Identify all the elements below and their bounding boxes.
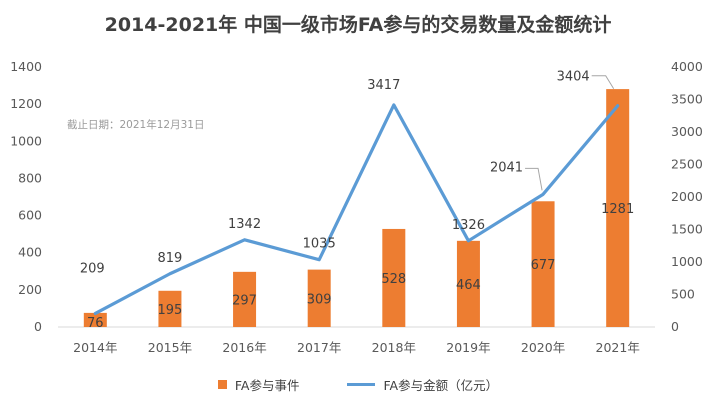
legend-line-label: FA参与金额（亿元） xyxy=(383,378,499,393)
x-axis-tick-label: 2014年 xyxy=(73,340,117,355)
left-axis-tick-label: 800 xyxy=(18,170,42,185)
bar xyxy=(83,312,107,327)
line-series-path xyxy=(93,103,620,316)
line-swatch xyxy=(347,383,376,386)
bar-value-label: 195 xyxy=(158,303,183,318)
line-value-label: 3404 xyxy=(557,70,590,85)
right-axis-tick-label: 3500 xyxy=(671,92,703,107)
bar-value-label: 1281 xyxy=(601,202,634,217)
x-axis-tick-label: 2018年 xyxy=(372,340,416,355)
line-value-label: 2041 xyxy=(490,160,523,175)
line-series xyxy=(93,103,620,316)
right-axis-tick-label: 1500 xyxy=(671,222,703,237)
x-axis-tick-label: 2019年 xyxy=(446,340,490,355)
right-axis-tick-label: 0 xyxy=(671,319,679,334)
bar xyxy=(382,228,406,327)
bar xyxy=(531,201,555,327)
legend-bar-label: FA参与事件 xyxy=(234,378,300,393)
bar xyxy=(606,89,630,327)
x-axis-tick-label: 2020年 xyxy=(521,340,565,355)
legend-item-bar: FA参与事件 xyxy=(217,375,300,394)
axes: 0 200 400 600 800 1000 1200 1400 0 500 1000 1500 200… xyxy=(10,59,703,355)
bar xyxy=(158,290,182,327)
left-axis-tick-label: 1400 xyxy=(10,59,42,74)
bar-value-label: 309 xyxy=(307,292,332,307)
x-axis-tick-label: 2016年 xyxy=(222,340,266,355)
line-value-label: 819 xyxy=(158,251,183,266)
chart-title: 2014-2021年 中国一级市场FA参与的交易数量及金额统计 xyxy=(104,14,612,36)
left-axis-tick-label: 1200 xyxy=(10,96,42,111)
left-axis-tick-label: 1000 xyxy=(10,133,42,148)
line-value-label: 3417 xyxy=(367,78,400,93)
bar xyxy=(233,271,257,327)
right-axis-tick-label: 2500 xyxy=(671,157,703,172)
bar xyxy=(307,269,331,327)
bar-value-label: 297 xyxy=(232,293,257,308)
leader-line xyxy=(591,75,615,90)
line-value-label: 1035 xyxy=(303,237,336,252)
bar xyxy=(456,240,480,327)
x-axis-tick-label: 2021年 xyxy=(596,340,640,355)
bar-value-label: 76 xyxy=(87,316,104,331)
right-axis-tick-label: 2000 xyxy=(671,189,703,204)
legend-item-line: FA参与金额（亿元） xyxy=(347,375,498,394)
x-axis-tick-label: 2017年 xyxy=(297,340,341,355)
bar-value-label: 528 xyxy=(381,272,406,287)
bar-series xyxy=(83,89,630,327)
bar-value-label: 464 xyxy=(456,278,481,293)
right-axis-tick-label: 4000 xyxy=(671,59,703,74)
bar-value-label: 677 xyxy=(531,258,556,273)
legend: FA参与事件 FA参与金额（亿元） xyxy=(0,375,716,394)
cutoff-date-note: 截止日期：2021年12月31日 xyxy=(67,119,205,131)
line-value-label: 209 xyxy=(80,261,105,276)
line-value-label: 1342 xyxy=(228,217,261,232)
left-axis-tick-label: 600 xyxy=(18,208,42,223)
left-axis-tick-label: 400 xyxy=(18,245,42,260)
x-axis-tick-label: 2015年 xyxy=(148,340,192,355)
bar-swatch xyxy=(217,380,227,389)
left-axis-tick-label: 0 xyxy=(34,319,42,334)
right-axis-tick-label: 500 xyxy=(671,287,695,302)
right-axis-tick-label: 1000 xyxy=(671,254,703,269)
left-axis-tick-label: 200 xyxy=(18,282,42,297)
leader-line xyxy=(525,167,543,191)
data-labels: 76 195 297 309 528 464 677 1281 209 819 1342 1035 34… xyxy=(80,70,634,331)
right-axis-tick-label: 3000 xyxy=(671,124,703,139)
line-value-label: 1326 xyxy=(452,218,485,233)
